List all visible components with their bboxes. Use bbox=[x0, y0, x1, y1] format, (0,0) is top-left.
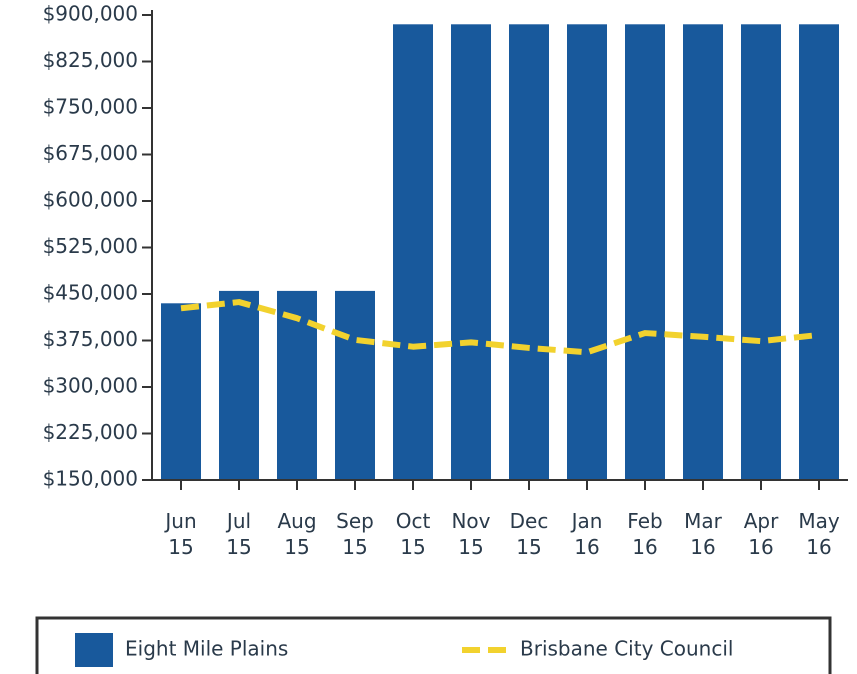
x-tick-label: May 16 bbox=[798, 509, 840, 559]
x-tick-label: Oct 15 bbox=[396, 509, 431, 559]
x-tick-label: Jun 15 bbox=[163, 509, 196, 559]
legend-label: Brisbane City Council bbox=[520, 637, 733, 661]
x-tick-label: Mar 16 bbox=[684, 509, 723, 559]
x-tick-label: Aug 15 bbox=[277, 509, 316, 559]
x-tick-label: Feb 16 bbox=[627, 509, 662, 559]
bar bbox=[683, 24, 723, 481]
x-tick-label: Dec 15 bbox=[510, 509, 549, 559]
bar bbox=[451, 24, 491, 481]
y-tick-label: $600,000 bbox=[43, 188, 138, 212]
x-tick-label: Jan 16 bbox=[570, 509, 603, 559]
x-tick-label: Apr 16 bbox=[744, 509, 779, 559]
legend-label: Eight Mile Plains bbox=[125, 637, 288, 661]
x-tick-label: Sep 15 bbox=[336, 509, 374, 559]
y-tick-label: $450,000 bbox=[43, 281, 138, 305]
bar bbox=[161, 303, 201, 480]
line bbox=[180, 299, 820, 356]
legend-box bbox=[35, 616, 832, 674]
bar bbox=[799, 24, 839, 481]
legend-swatch bbox=[75, 633, 113, 667]
x-tick-label: Jul 15 bbox=[225, 509, 252, 559]
y-tick-label: $900,000 bbox=[43, 2, 138, 26]
x-tick-label: Nov 15 bbox=[451, 509, 490, 559]
bar bbox=[509, 24, 549, 481]
bar bbox=[567, 24, 607, 481]
bar bbox=[219, 290, 259, 480]
y-tick-label: $750,000 bbox=[43, 95, 138, 119]
y-tick-label: $225,000 bbox=[43, 420, 138, 444]
bar bbox=[335, 290, 375, 480]
y-tick-label: $150,000 bbox=[43, 467, 138, 491]
y-tick-label: $825,000 bbox=[43, 48, 138, 72]
y-tick-label: $375,000 bbox=[43, 327, 138, 351]
bar bbox=[625, 24, 665, 481]
bar bbox=[393, 24, 433, 481]
y-tick-label: $525,000 bbox=[43, 234, 138, 258]
y-tick-label: $300,000 bbox=[43, 374, 138, 398]
bar bbox=[741, 24, 781, 481]
y-tick-label: $675,000 bbox=[43, 141, 138, 165]
